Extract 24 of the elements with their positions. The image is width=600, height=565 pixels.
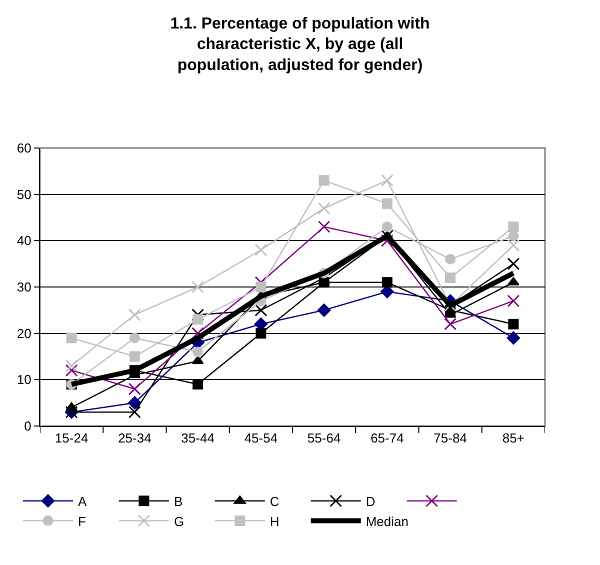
y-tick-label: 30: [16, 280, 32, 295]
legend-label: G: [174, 514, 184, 529]
x-tick-label: 55-64: [307, 430, 341, 446]
y-tick-label: 10: [16, 372, 32, 388]
chart-title: 1.1. Percentage of population with characteristic X, by age (all population, adjusted for gender): [170, 15, 430, 74]
x-tick-label: 15-24: [54, 430, 88, 446]
y-tick-label: 50: [16, 186, 32, 202]
y-tick-label: 40: [16, 233, 32, 248]
x-tick-label: 35-44: [181, 430, 214, 446]
legend-label: H: [270, 514, 280, 529]
legend-label: A: [78, 494, 87, 509]
x-tick-label: 65-74: [370, 430, 404, 446]
x-tick-label: 25-34: [118, 430, 152, 446]
x-tick-label: 45-54: [244, 430, 278, 446]
y-tick-label: 20: [16, 326, 32, 341]
y-tick-label: 60: [16, 140, 32, 156]
x-tick-label: 85+: [502, 430, 524, 446]
x-tick-label: 75-84: [434, 430, 467, 446]
legend-label: C: [270, 494, 280, 509]
legend-label: F: [78, 514, 86, 529]
legend-label: B: [174, 494, 183, 509]
y-tick-label: 0: [24, 418, 32, 434]
legend-label: D: [366, 494, 376, 509]
legend-label: Median: [366, 514, 408, 529]
